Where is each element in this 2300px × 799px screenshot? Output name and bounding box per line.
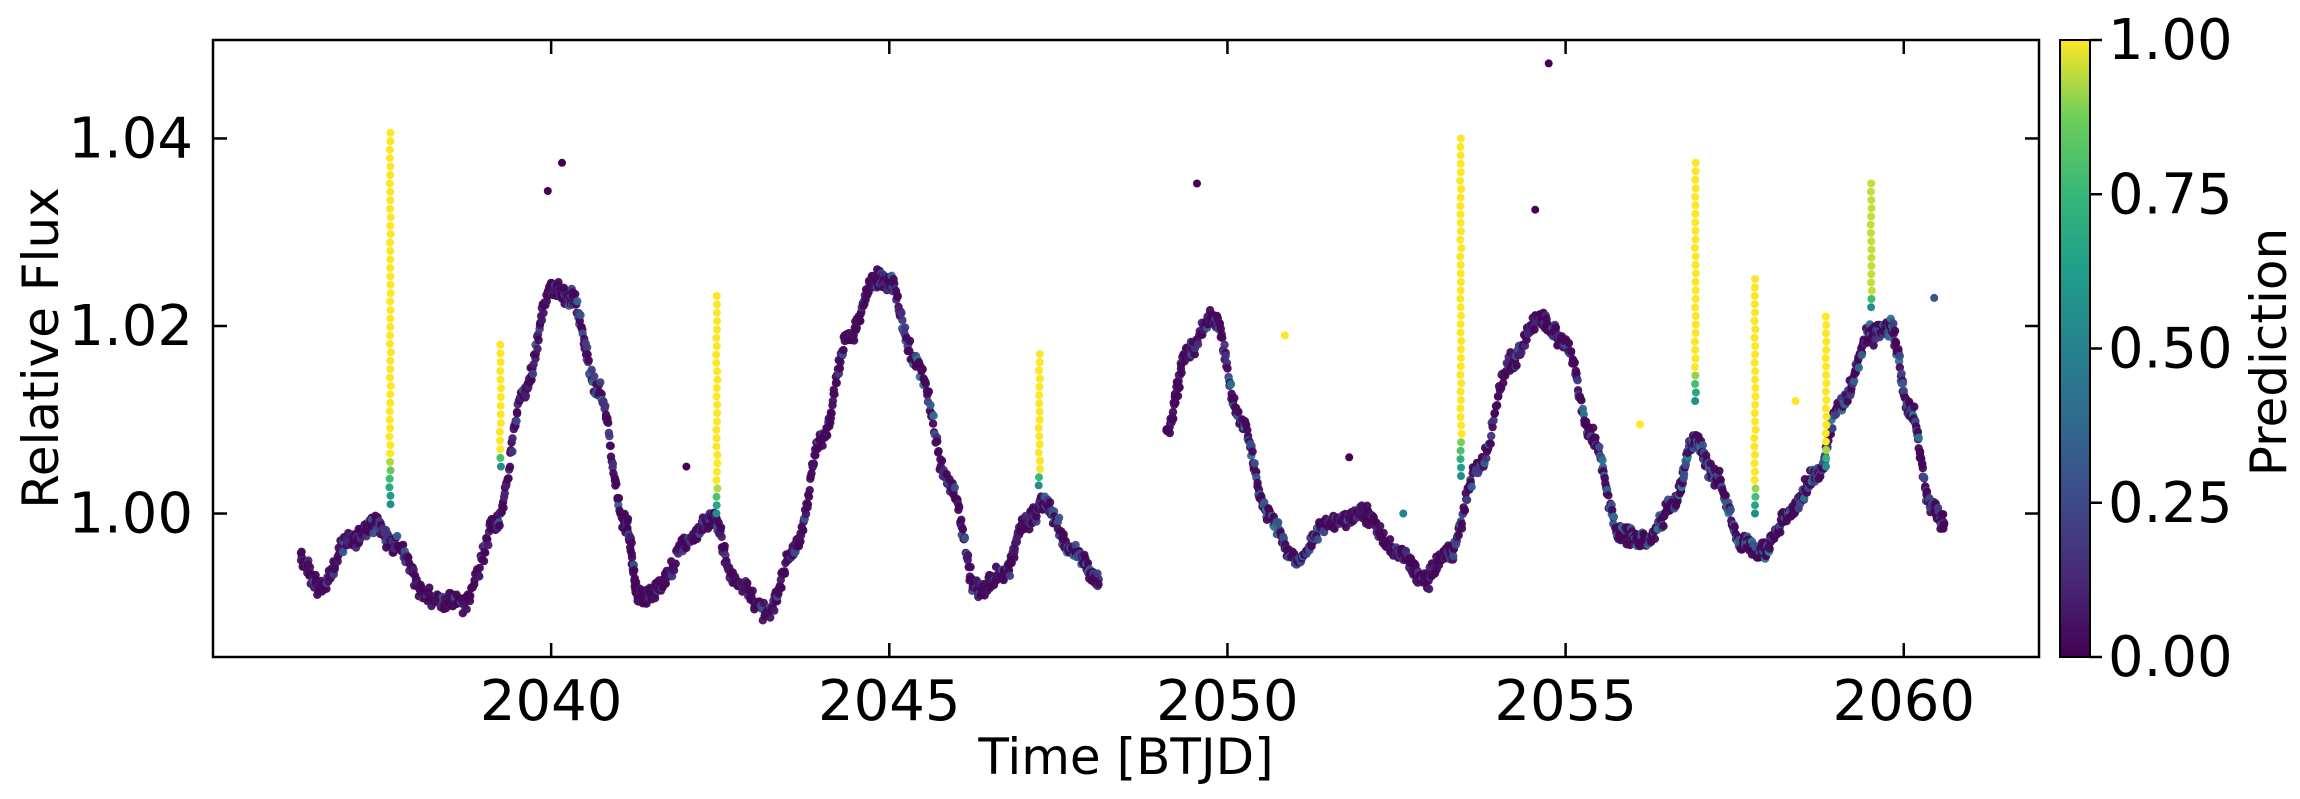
- light-curve-second: [1162, 306, 1949, 594]
- y-tick-label: 1.04: [68, 106, 193, 171]
- outlier-point: [1544, 59, 1553, 68]
- outlier-point: [558, 158, 566, 167]
- colorbar-tick-label: 0.25: [2108, 471, 2233, 536]
- y-tick-label: 1.02: [68, 294, 193, 359]
- flare-points: [1456, 134, 1466, 480]
- outlier-point: [1791, 397, 1800, 405]
- outlier-point: [1280, 331, 1289, 340]
- flare-points: [495, 340, 505, 471]
- flare-points: [1866, 179, 1876, 312]
- colorbar-ticks: 0.00 0.25 0.50 0.75 1.00: [2090, 8, 2233, 690]
- colorbar-tick-label: 0.50: [2108, 317, 2233, 382]
- y-tick-label: 1.00: [68, 482, 193, 547]
- scatter-points: [296, 59, 1949, 625]
- plot-frame: [211, 38, 2041, 659]
- outlier-point: [1193, 179, 1201, 188]
- outlier-point: [682, 462, 691, 471]
- flare-points: [1821, 312, 1831, 471]
- outlier-point: [1636, 420, 1644, 429]
- flare-points: [712, 292, 722, 518]
- colorbar: [2059, 39, 2091, 658]
- x-tick-labels: 2040 2045 2050 2055 2060: [480, 669, 1975, 734]
- flare-points: [1690, 158, 1700, 405]
- outlier-point: [543, 187, 552, 195]
- x-tick-label: 2045: [818, 669, 961, 734]
- colorbar-tick-label: 1.00: [2108, 8, 2233, 73]
- x-tick-label: 2050: [1156, 669, 1299, 734]
- flare-points: [1034, 350, 1045, 490]
- colorbar-tick-label: 0.75: [2108, 162, 2233, 227]
- outlier-point: [1399, 509, 1408, 518]
- light-curve-first: [296, 265, 1103, 625]
- outlier-point: [1345, 453, 1354, 462]
- colorbar-label: Prediction: [2240, 228, 2298, 476]
- flare-points: [1750, 275, 1760, 518]
- axis-ticks: [213, 40, 2039, 657]
- colorbar-tick-label: 0.00: [2108, 625, 2233, 690]
- x-axis-label: Time [BTJD]: [977, 728, 1273, 786]
- flare-points: [385, 128, 395, 509]
- x-tick-label: 2060: [1832, 669, 1975, 734]
- y-axis-label: Relative Flux: [12, 187, 70, 508]
- outlier-point: [1930, 293, 1939, 302]
- y-tick-labels: 1.00 1.02 1.04: [68, 106, 193, 546]
- x-tick-label: 2040: [480, 669, 623, 734]
- x-tick-label: 2055: [1494, 669, 1637, 734]
- outlier-point: [1531, 205, 1540, 214]
